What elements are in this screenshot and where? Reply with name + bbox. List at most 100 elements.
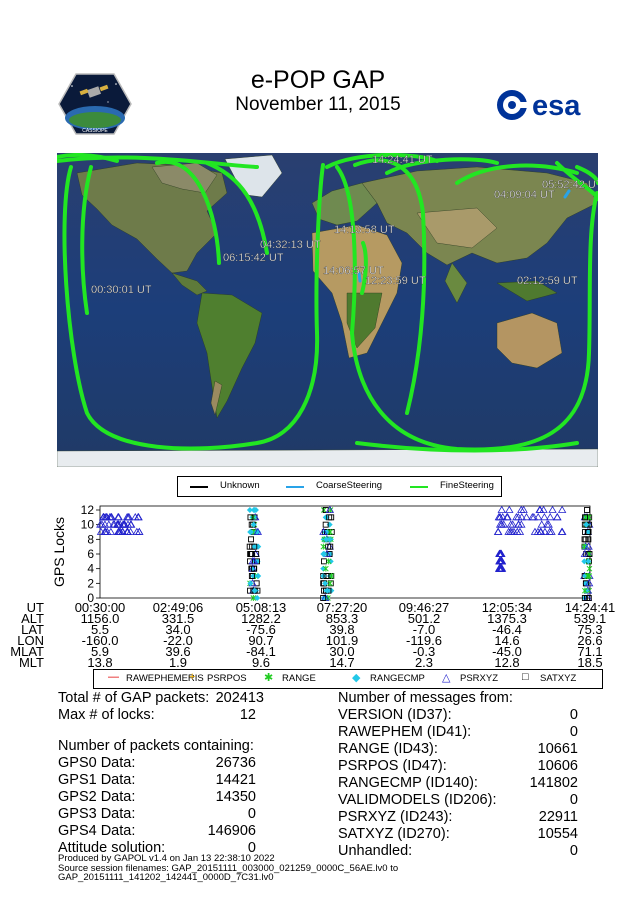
legend-swatch-fine bbox=[410, 486, 428, 488]
marker-satxyz bbox=[253, 551, 260, 557]
total-packets-value: 202413 bbox=[215, 690, 264, 706]
orbit-time-label: 06:15:42 UT bbox=[223, 252, 284, 264]
ephem-cell: -46.4 bbox=[492, 622, 522, 637]
ephemeris-table: UT 00:30:00 02:49:06 05:08:13 07:27:20 09:46:… bbox=[0, 601, 636, 669]
orbit-time-label: 05:52:42 UT bbox=[542, 179, 598, 191]
legend-label-psrxyz: PSRXYZ bbox=[460, 673, 499, 684]
ephem-cell: 00:30:00 bbox=[74, 600, 126, 615]
plot-area bbox=[99, 505, 591, 599]
continents bbox=[57, 154, 598, 467]
marker-rangecmp bbox=[247, 580, 254, 587]
legend-marker-satxyz: □ bbox=[522, 671, 529, 683]
ephem-cell: 14.7 bbox=[329, 655, 355, 670]
orbit-time-label: 00:30:01 UT bbox=[91, 284, 152, 296]
message-legend: — RAWEPHEMERIS + PSRPOS ✱ RANGE ◆ RANGECMP △ PSRX… bbox=[93, 669, 603, 689]
ephem-cell: -45.0 bbox=[492, 644, 522, 659]
ephem-cell: 1375.3 bbox=[487, 611, 527, 626]
marker-psrxyz bbox=[248, 557, 257, 565]
marker-range bbox=[584, 573, 591, 579]
marker-rangecmp bbox=[581, 558, 588, 565]
messages-from-header: Number of messages from: bbox=[338, 690, 513, 706]
esa-logo-text: esa bbox=[532, 90, 581, 122]
marker-range bbox=[320, 507, 327, 513]
marker-psrxyz bbox=[101, 527, 110, 535]
ephem-cell: 26.6 bbox=[577, 633, 603, 648]
packets-containing-list: GPS0 Data: 26736 GPS1 Data: 14421 GPS2 Data:… bbox=[0, 755, 320, 856]
total-packets-label: Total # of GAP packets: bbox=[58, 690, 210, 706]
ephem-cell: -75.6 bbox=[246, 622, 276, 637]
orbit-tracks bbox=[57, 153, 598, 453]
legend-label-coarse: CoarseSteering bbox=[316, 480, 383, 491]
ephem-cell: -0.3 bbox=[412, 644, 436, 659]
marker-psrxyz bbox=[528, 513, 537, 521]
marker-satxyz bbox=[247, 514, 254, 521]
marker-psrxyz bbox=[319, 527, 328, 535]
ephem-cell: 331.5 bbox=[161, 611, 195, 626]
messages-item-label: RANGECMP (ID140): bbox=[338, 775, 478, 791]
orbit-track bbox=[575, 165, 598, 185]
orbit-track bbox=[335, 165, 357, 335]
marker-psrxyz bbox=[114, 527, 123, 535]
ephem-cell: 101.9 bbox=[325, 633, 359, 648]
marker-range bbox=[327, 580, 333, 587]
cassiope-logo: CASSIOPE bbox=[58, 73, 132, 135]
marker-psrxyz bbox=[514, 513, 523, 521]
orbit-time-label: 14:06:57 UT bbox=[323, 265, 384, 277]
ephem-cell: 39.8 bbox=[329, 622, 355, 637]
marker-rangecmp bbox=[246, 507, 253, 513]
ephem-cell: 34.0 bbox=[165, 622, 191, 637]
marker-rangecmp bbox=[585, 558, 592, 565]
ephem-cell: 71.1 bbox=[577, 644, 603, 659]
marker-satxyz bbox=[251, 543, 258, 550]
max-locks-value: 12 bbox=[239, 707, 256, 723]
y-tick-label: 0 bbox=[87, 591, 94, 605]
marker-satxyz bbox=[320, 595, 327, 601]
marker-psrxyz bbox=[535, 505, 544, 513]
messages-item-value: 0 bbox=[569, 843, 578, 859]
marker-range bbox=[586, 565, 593, 572]
marker-satxyz bbox=[582, 514, 588, 521]
packets-containing-header: Number of packets containing: bbox=[58, 738, 254, 754]
marker-psrxyz bbox=[522, 513, 531, 521]
legend-marker-range: ✱ bbox=[264, 672, 274, 684]
marker-psrxyz bbox=[498, 513, 507, 521]
y-tick-label: 2 bbox=[87, 576, 94, 590]
marker-psrxyz bbox=[552, 513, 562, 521]
marker-satxyz bbox=[247, 551, 254, 557]
legend-marker-psrpos: + bbox=[189, 671, 196, 683]
ephem-cell: 1282.2 bbox=[241, 611, 281, 626]
marker-psrxyz bbox=[325, 505, 335, 513]
marker-psrxyz bbox=[126, 520, 135, 528]
packets-item-label: GPS2 Data: bbox=[58, 789, 136, 805]
orbit-track bbox=[353, 158, 427, 415]
marker-psrxyz bbox=[537, 520, 546, 528]
marker-range bbox=[323, 565, 329, 572]
packets-item-value: 0 bbox=[247, 806, 256, 822]
marker-psrxyz bbox=[96, 527, 106, 535]
orbit-time-label: 04:32:13 UT bbox=[260, 239, 321, 251]
marker-psrxyz bbox=[133, 513, 143, 521]
marker-range bbox=[327, 529, 334, 535]
footer-source: Source session filenames: GAP_20151111_0… bbox=[58, 862, 399, 874]
marker-psrxyz bbox=[504, 527, 513, 535]
marker-satxyz bbox=[328, 529, 335, 535]
marker-psrxyz bbox=[106, 513, 116, 521]
y-tick-label: 12 bbox=[81, 503, 95, 517]
marker-psrxyz bbox=[100, 513, 110, 521]
marker-psrxyz bbox=[119, 520, 129, 528]
marker-satxyz bbox=[586, 551, 593, 557]
ephem-cell: 5.5 bbox=[90, 622, 110, 637]
ephem-row-label: LAT bbox=[21, 622, 44, 637]
ephem-cell: 12.8 bbox=[494, 655, 520, 670]
ephem-cell: 9.6 bbox=[251, 655, 271, 670]
marker-psrxyz bbox=[96, 520, 105, 528]
page-title: e-POP GAP bbox=[250, 66, 386, 94]
footer-produced: Produced by GAPOL v1.4 on Jan 13 22:38:1… bbox=[58, 853, 275, 864]
y-axis-label: GPS Locks bbox=[51, 517, 67, 587]
messages-item-label: RAWEPHEM (ID41): bbox=[338, 724, 472, 740]
marker-psrxyz bbox=[540, 527, 550, 535]
orbit-time-label: 14:13:58 UT bbox=[334, 224, 395, 236]
orbit-track-coarse bbox=[563, 189, 571, 199]
